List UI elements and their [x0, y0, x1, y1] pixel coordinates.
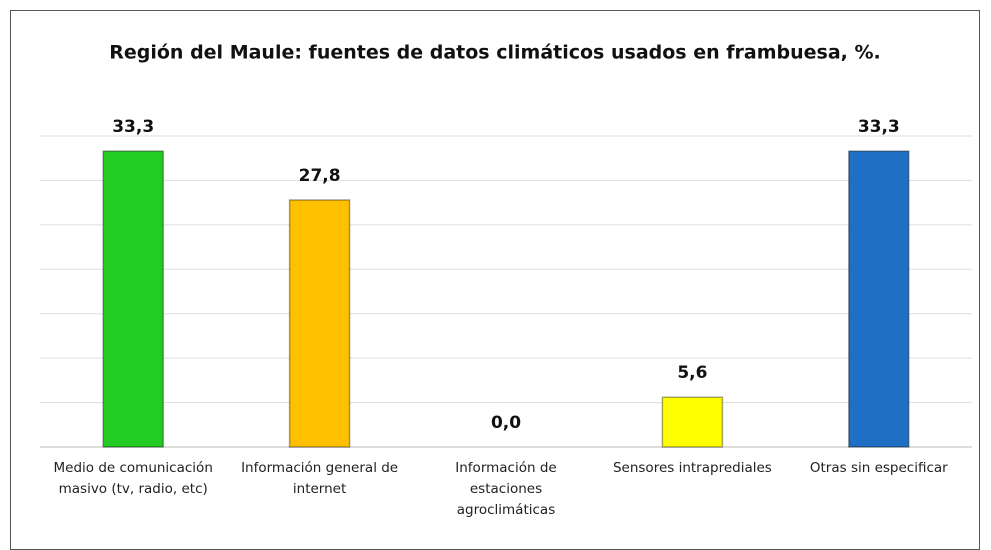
x-tick-label: Información general de internet — [241, 460, 399, 497]
x-tick-label: Medio de comunicación masivo (tv, radio,… — [53, 460, 213, 497]
value-label: 33,3 — [112, 117, 154, 137]
bar — [102, 150, 164, 448]
value-label: 0,0 — [491, 413, 521, 433]
value-label: 33,3 — [858, 117, 900, 137]
bar — [848, 150, 910, 448]
x-tick-label: Información de estaciones agroclimáticas — [455, 460, 557, 518]
bar — [288, 199, 351, 448]
value-label: 5,6 — [677, 363, 707, 383]
bar — [661, 396, 724, 448]
x-tick-label: Sensores intraprediales — [612, 460, 772, 476]
value-label: 27,8 — [299, 166, 341, 186]
chart-title: Región del Maule: fuentes de datos climá… — [109, 42, 880, 64]
x-tick-label: Otras sin especificar — [809, 460, 948, 476]
